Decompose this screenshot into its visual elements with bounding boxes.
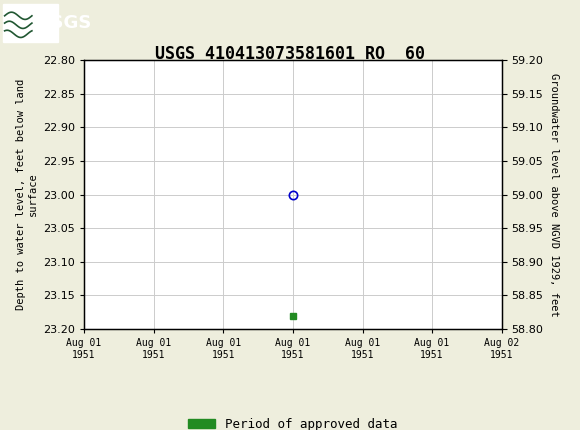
Text: USGS: USGS (36, 14, 91, 31)
FancyBboxPatch shape (3, 3, 58, 42)
Y-axis label: Groundwater level above NGVD 1929, feet: Groundwater level above NGVD 1929, feet (549, 73, 559, 316)
Text: USGS 410413073581601 RO  60: USGS 410413073581601 RO 60 (155, 45, 425, 63)
Y-axis label: Depth to water level, feet below land
surface: Depth to water level, feet below land su… (16, 79, 38, 310)
Legend: Period of approved data: Period of approved data (183, 412, 403, 430)
